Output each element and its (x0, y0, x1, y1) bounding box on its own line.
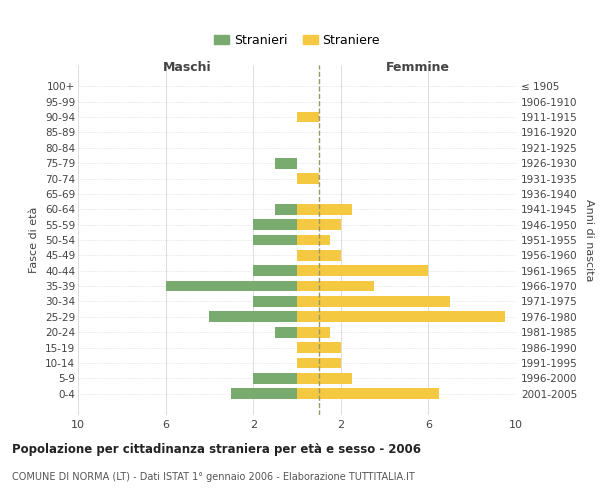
Bar (297, 296, 450, 307)
Bar (275, 204, 297, 214)
Bar (297, 250, 341, 261)
Bar (253, 373, 297, 384)
Text: Maschi: Maschi (163, 61, 212, 74)
Bar (232, 388, 297, 399)
Bar (297, 219, 341, 230)
Bar (166, 280, 297, 291)
Text: Femmine: Femmine (385, 61, 449, 74)
Bar (297, 388, 439, 399)
Bar (297, 280, 374, 291)
Bar (209, 312, 297, 322)
Bar (297, 373, 352, 384)
Bar (297, 342, 341, 353)
Bar (297, 204, 352, 214)
Bar (297, 234, 330, 246)
Bar (253, 296, 297, 307)
Bar (297, 112, 319, 122)
Y-axis label: Fasce di età: Fasce di età (29, 207, 40, 273)
Bar (275, 158, 297, 168)
Bar (297, 358, 341, 368)
Bar (297, 173, 319, 184)
Bar (253, 219, 297, 230)
Bar (253, 234, 297, 246)
Text: COMUNE DI NORMA (LT) - Dati ISTAT 1° gennaio 2006 - Elaborazione TUTTITALIA.IT: COMUNE DI NORMA (LT) - Dati ISTAT 1° gen… (12, 472, 415, 482)
Bar (297, 266, 428, 276)
Y-axis label: Anni di nascita: Anni di nascita (584, 198, 594, 281)
Bar (297, 312, 505, 322)
Bar (275, 327, 297, 338)
Bar (297, 327, 330, 338)
Bar (253, 266, 297, 276)
Legend: Stranieri, Straniere: Stranieri, Straniere (209, 29, 385, 52)
Text: Popolazione per cittadinanza straniera per età e sesso - 2006: Popolazione per cittadinanza straniera p… (12, 442, 421, 456)
